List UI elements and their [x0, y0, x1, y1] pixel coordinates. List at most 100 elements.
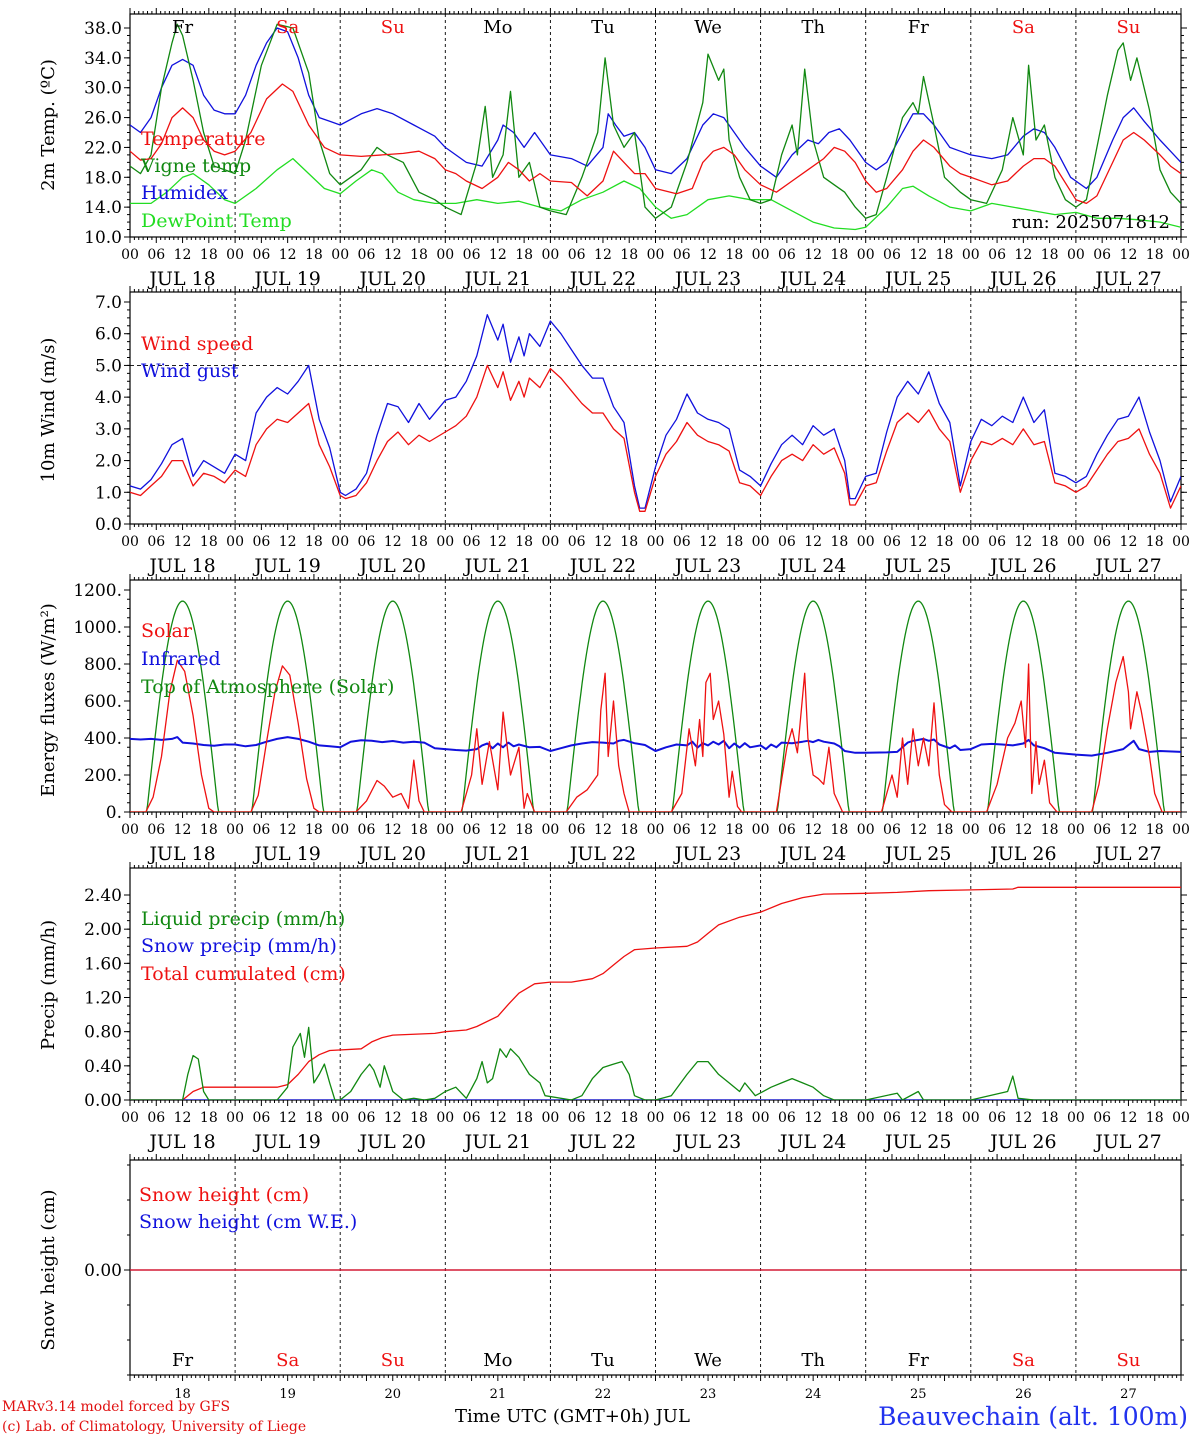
hour-label: 06 [568, 822, 586, 838]
hour-label: 12 [594, 247, 612, 263]
y-tick-label: 2.00 [84, 920, 122, 940]
hour-label: 00 [1172, 822, 1190, 838]
hour-label: 06 [988, 1110, 1006, 1126]
y-axis-label: 2m Temp. (ºC) [38, 59, 59, 191]
y-tick-label: 1000. [73, 618, 122, 638]
day-number-label: 22 [595, 1387, 612, 1402]
y-axis-label: Energy fluxes (W/m²) [38, 603, 59, 797]
series-group [130, 23, 1181, 231]
hour-label: 06 [673, 247, 691, 263]
date-label: JUL 20 [358, 843, 426, 865]
day-number-label: 26 [1015, 1387, 1032, 1402]
legend-entry: Vigne temp [140, 155, 251, 177]
day-number-label: 20 [384, 1387, 401, 1402]
hour-label: 00 [752, 822, 770, 838]
hour-label: 00 [1067, 534, 1085, 550]
hour-label: 06 [358, 534, 376, 550]
hour-label: 00 [857, 247, 875, 263]
y-tick-label: 400. [84, 729, 122, 749]
y-tick-label: 30.0 [84, 79, 122, 99]
date-label: JUL 23 [673, 555, 741, 577]
date-label: JUL 21 [463, 843, 531, 865]
hour-label: 18 [515, 822, 533, 838]
hour-label: 12 [489, 822, 507, 838]
date-label: JUL 25 [883, 1131, 951, 1153]
legend-entry: DewPoint Temp [141, 210, 292, 232]
hour-label: 12 [384, 822, 402, 838]
date-label: JUL 24 [778, 268, 846, 290]
y-tick-label: 0.80 [84, 1023, 122, 1043]
hour-label: 00 [1172, 1110, 1190, 1126]
hour-label: 12 [1014, 534, 1032, 550]
run-label: run: 2025071812 [1012, 212, 1170, 233]
hour-label: 18 [1146, 1110, 1164, 1126]
date-label: JUL 24 [778, 1131, 846, 1153]
hour-label: 06 [1093, 822, 1111, 838]
weekday-label: Tu [591, 17, 615, 38]
hour-label: 12 [909, 822, 927, 838]
y-tick-label: 1.0 [95, 483, 122, 503]
hour-label: 00 [226, 822, 244, 838]
y-tick-label: 600. [84, 692, 122, 712]
date-label: JUL 26 [988, 268, 1056, 290]
y-tick-label: 4.0 [95, 388, 122, 408]
hour-label: 00 [647, 822, 665, 838]
hour-label: 12 [804, 822, 822, 838]
series-line-solar [130, 655, 1181, 812]
hour-label: 06 [988, 534, 1006, 550]
hour-label: 06 [463, 247, 481, 263]
series-group [130, 600, 1181, 812]
date-label: JUL 23 [673, 268, 741, 290]
weekday-label: Su [381, 1350, 405, 1371]
hour-label: 18 [305, 822, 323, 838]
y-tick-label: 0.40 [84, 1057, 122, 1077]
date-label: JUL 21 [463, 268, 531, 290]
hour-label: 06 [463, 534, 481, 550]
y-tick-label: 18.0 [84, 168, 122, 188]
hour-label: 00 [857, 534, 875, 550]
y-tick-label: 3.0 [95, 420, 122, 440]
date-label: JUL 22 [568, 1131, 636, 1153]
y-tick-label: 0.00 [84, 1261, 122, 1281]
legend-entry: Snow height (cm) [139, 1184, 309, 1206]
hour-label: 18 [305, 534, 323, 550]
y-tick-label: 5.0 [95, 356, 122, 376]
hour-label: 18 [410, 822, 428, 838]
hour-label: 00 [226, 247, 244, 263]
weekday-label: We [694, 17, 722, 38]
date-label: JUL 19 [252, 843, 320, 865]
series-line-liquid-precip-mm-h [130, 1026, 1181, 1100]
hour-label: 06 [988, 247, 1006, 263]
hour-label: 06 [147, 534, 165, 550]
weekday-label: Sa [276, 17, 299, 38]
hour-label: 00 [962, 247, 980, 263]
hour-label: 18 [515, 247, 533, 263]
hour-label: 18 [725, 534, 743, 550]
legend-entry: Humidex [141, 182, 228, 204]
hour-label: 12 [489, 534, 507, 550]
hour-label: 00 [1172, 247, 1190, 263]
date-label: JUL 23 [673, 843, 741, 865]
hour-label: 12 [699, 247, 717, 263]
legend-entry: Wind speed [141, 333, 253, 355]
legend-entry: Solar [141, 620, 193, 642]
date-label: JUL 23 [673, 1131, 741, 1153]
legend-entry: Snow height (cm W.E.) [139, 1211, 357, 1233]
legend-entry: Snow precip (mm/h) [141, 935, 337, 957]
hour-label: 18 [200, 822, 218, 838]
y-tick-label: 22.0 [84, 138, 122, 158]
date-label: JUL 25 [883, 843, 951, 865]
hour-label: 06 [1093, 247, 1111, 263]
date-label: JUL 27 [1093, 268, 1161, 290]
y-tick-label: 200. [84, 766, 122, 786]
hour-label: 18 [305, 1110, 323, 1126]
hour-label: 12 [279, 1110, 297, 1126]
hour-label: 06 [568, 247, 586, 263]
hour-label: 12 [174, 1110, 192, 1126]
hour-label: 18 [725, 247, 743, 263]
hour-label: 00 [121, 1110, 139, 1126]
date-label: JUL 21 [463, 1131, 531, 1153]
hour-label: 00 [857, 822, 875, 838]
hour-label: 12 [1014, 1110, 1032, 1126]
hour-label: 18 [1146, 247, 1164, 263]
